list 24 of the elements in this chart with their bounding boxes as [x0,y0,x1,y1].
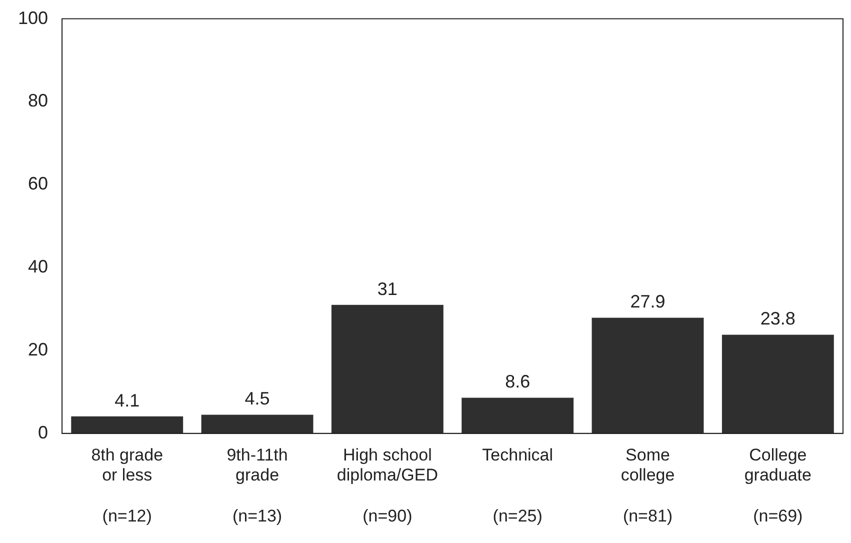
category-label: Some college (n=81) [620,445,675,526]
category-label: Technical (n=25) [482,445,554,526]
data-label: 4.1 [114,390,140,410]
category-label: High school diploma/GED (n=90) [336,445,438,526]
data-label: 23.8 [760,308,796,329]
category-label: 9th-11th grade (n=13) [226,445,288,526]
y-tick-label: 0 [38,422,48,442]
y-tick-label: 80 [28,90,48,111]
bar [331,304,444,434]
bar [201,414,314,434]
category-label: College graduate (n=69) [744,445,812,526]
bar [462,398,574,434]
bar [71,416,184,434]
data-label: 8.6 [505,372,530,392]
data-label: 27.9 [630,292,666,312]
category-label: 8th grade or less (n=12) [91,445,164,526]
data-label: 4.5 [244,388,270,409]
bar [592,318,704,434]
bar [722,334,834,434]
y-tick-label: 40 [28,256,48,277]
data-label: 31 [377,278,398,299]
y-tick-label: 100 [18,8,48,28]
y-tick-label: 60 [28,174,48,194]
y-tick-label: 20 [28,339,48,360]
